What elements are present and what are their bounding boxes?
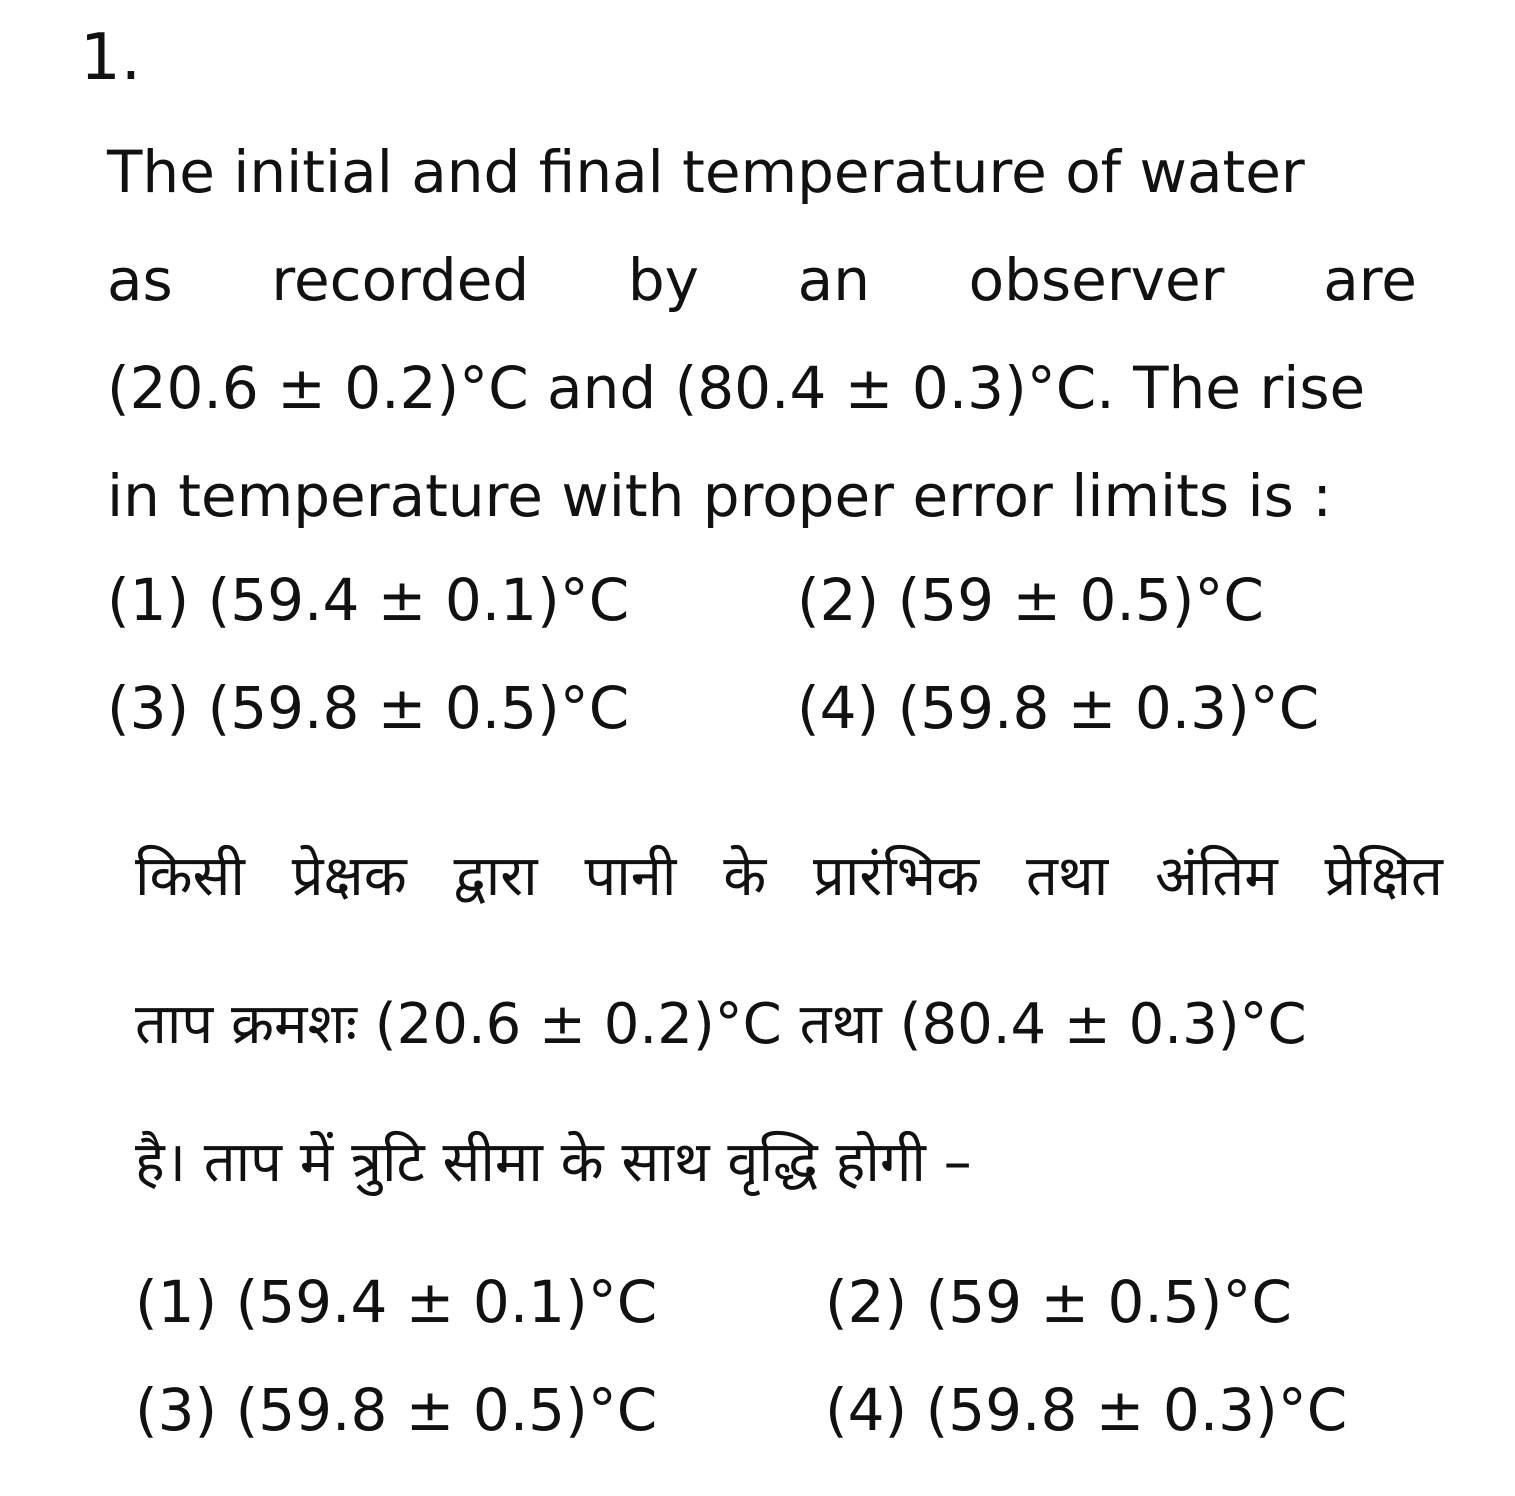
option-2-hindi[interactable]: (2) (59 ± 0.5)°C — [825, 1268, 1292, 1336]
english-word: as — [107, 246, 173, 314]
question-text-english: The initial and final temperature of wat… — [107, 118, 1417, 550]
hindi-word: द्वारा — [453, 844, 538, 909]
option-3-english[interactable]: (3) (59.8 ± 0.5)°C — [107, 674, 630, 742]
hindi-word: पानी — [584, 844, 677, 909]
english-word: observer — [968, 246, 1225, 314]
option-3-hindi[interactable]: (3) (59.8 ± 0.5)°C — [135, 1376, 658, 1444]
hindi-word: प्रारंभिक — [813, 844, 980, 909]
hindi-line-3: है। ताप में त्रुटि सीमा के साथ वृद्धि हो… — [135, 1130, 972, 1195]
option-2-english[interactable]: (2) (59 ± 0.5)°C — [797, 566, 1264, 634]
option-4-english[interactable]: (4) (59.8 ± 0.3)°C — [797, 674, 1320, 742]
english-line-4: in temperature with proper error limits … — [107, 462, 1332, 530]
english-line-1: The initial and final temperature of wat… — [107, 138, 1305, 206]
option-1-hindi[interactable]: (1) (59.4 ± 0.1)°C — [135, 1268, 658, 1336]
hindi-word: के — [723, 844, 767, 909]
hindi-line-1: किसी प्रेक्षक द्वारा पानी के प्रारंभिक त… — [135, 837, 1443, 917]
english-word: an — [797, 246, 870, 314]
option-1-english[interactable]: (1) (59.4 ± 0.1)°C — [107, 566, 630, 634]
hindi-word: अंतिम — [1155, 844, 1278, 909]
hindi-word: किसी — [135, 844, 245, 909]
hindi-word: तथा — [1025, 844, 1109, 909]
hindi-line-2: ताप क्रमशः (20.6 ± 0.2)°C तथा (80.4 ± 0.… — [135, 992, 1307, 1057]
english-line-3: (20.6 ± 0.2)°C and (80.4 ± 0.3)°C. The r… — [107, 354, 1366, 422]
question-number: 1. — [80, 21, 142, 95]
english-word: are — [1323, 246, 1417, 314]
english-line-2: as recorded by an observer are — [107, 226, 1417, 334]
hindi-word: प्रेक्षक — [291, 844, 407, 909]
hindi-word: प्रेक्षित — [1324, 844, 1443, 909]
english-word: recorded — [271, 246, 530, 314]
english-word: by — [627, 246, 699, 314]
option-4-hindi[interactable]: (4) (59.8 ± 0.3)°C — [825, 1376, 1348, 1444]
